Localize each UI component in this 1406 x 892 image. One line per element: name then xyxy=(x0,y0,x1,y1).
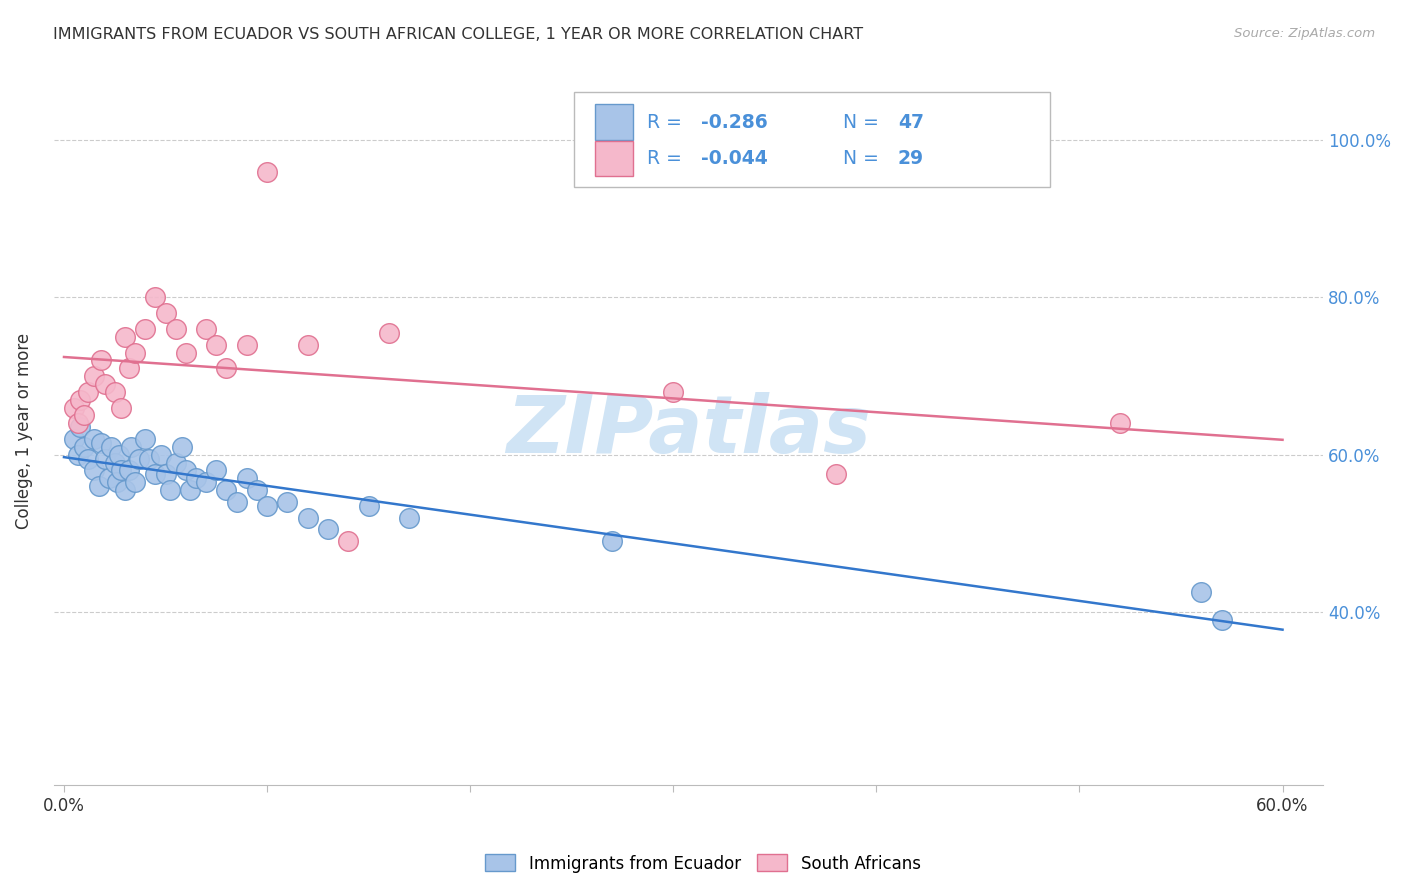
Point xyxy=(97,471,120,485)
Point xyxy=(205,337,228,351)
Point xyxy=(77,451,100,466)
Point xyxy=(114,330,136,344)
Point xyxy=(170,440,193,454)
Point xyxy=(184,471,207,485)
Point xyxy=(124,475,146,490)
Point xyxy=(357,499,380,513)
Point xyxy=(134,432,156,446)
Point xyxy=(63,401,86,415)
Point xyxy=(150,448,173,462)
Point xyxy=(165,456,187,470)
Point xyxy=(215,483,238,497)
Point xyxy=(276,495,298,509)
Point xyxy=(174,463,197,477)
Point xyxy=(297,337,319,351)
Point xyxy=(73,409,96,423)
Text: R =: R = xyxy=(647,112,688,131)
Point xyxy=(179,483,201,497)
Point xyxy=(104,456,127,470)
Point xyxy=(120,440,142,454)
Point xyxy=(662,384,685,399)
Point xyxy=(824,467,846,482)
Point xyxy=(128,451,150,466)
Point xyxy=(83,463,105,477)
Point xyxy=(337,534,360,549)
Point xyxy=(77,384,100,399)
Point xyxy=(87,479,110,493)
Point xyxy=(145,467,167,482)
Point xyxy=(145,291,167,305)
Point xyxy=(215,361,238,376)
Text: 29: 29 xyxy=(898,149,924,169)
Point xyxy=(114,483,136,497)
Point xyxy=(93,451,115,466)
Point xyxy=(108,448,131,462)
FancyBboxPatch shape xyxy=(595,141,633,177)
Point xyxy=(1109,416,1132,430)
Point xyxy=(155,467,177,482)
Text: Source: ZipAtlas.com: Source: ZipAtlas.com xyxy=(1234,27,1375,40)
FancyBboxPatch shape xyxy=(595,104,633,140)
Point xyxy=(90,353,112,368)
Point xyxy=(1189,585,1212,599)
Point xyxy=(69,420,91,434)
Point xyxy=(118,463,141,477)
Point xyxy=(100,440,122,454)
FancyBboxPatch shape xyxy=(574,92,1050,187)
Point xyxy=(602,534,624,549)
Point xyxy=(165,322,187,336)
Point xyxy=(1211,613,1233,627)
Point xyxy=(246,483,269,497)
Point xyxy=(225,495,247,509)
Point xyxy=(256,165,278,179)
Point xyxy=(118,361,141,376)
Text: IMMIGRANTS FROM ECUADOR VS SOUTH AFRICAN COLLEGE, 1 YEAR OR MORE CORRELATION CHA: IMMIGRANTS FROM ECUADOR VS SOUTH AFRICAN… xyxy=(53,27,863,42)
Legend: Immigrants from Ecuador, South Africans: Immigrants from Ecuador, South Africans xyxy=(478,847,928,880)
Point xyxy=(110,463,132,477)
Text: N =: N = xyxy=(844,149,886,169)
Point xyxy=(297,510,319,524)
Point xyxy=(63,432,86,446)
Point xyxy=(67,448,90,462)
Point xyxy=(195,322,218,336)
Y-axis label: College, 1 year or more: College, 1 year or more xyxy=(15,333,32,529)
Point xyxy=(378,326,401,340)
Text: R =: R = xyxy=(647,149,688,169)
Point xyxy=(159,483,181,497)
Point xyxy=(69,392,91,407)
Point xyxy=(134,322,156,336)
Point xyxy=(93,376,115,391)
Text: -0.044: -0.044 xyxy=(702,149,768,169)
Point xyxy=(256,499,278,513)
Text: ZIPatlas: ZIPatlas xyxy=(506,392,870,470)
Point xyxy=(236,337,259,351)
Point xyxy=(124,345,146,359)
Point xyxy=(195,475,218,490)
Point xyxy=(174,345,197,359)
Point xyxy=(316,522,339,536)
Point xyxy=(155,306,177,320)
Text: 47: 47 xyxy=(898,112,924,131)
Point xyxy=(236,471,259,485)
Point xyxy=(83,369,105,384)
Point xyxy=(67,416,90,430)
Text: -0.286: -0.286 xyxy=(702,112,768,131)
Point xyxy=(138,451,160,466)
Point xyxy=(205,463,228,477)
Point xyxy=(398,510,420,524)
Point xyxy=(73,440,96,454)
Point xyxy=(105,475,128,490)
Point xyxy=(110,401,132,415)
Point xyxy=(83,432,105,446)
Point xyxy=(90,436,112,450)
Text: N =: N = xyxy=(844,112,886,131)
Point xyxy=(104,384,127,399)
